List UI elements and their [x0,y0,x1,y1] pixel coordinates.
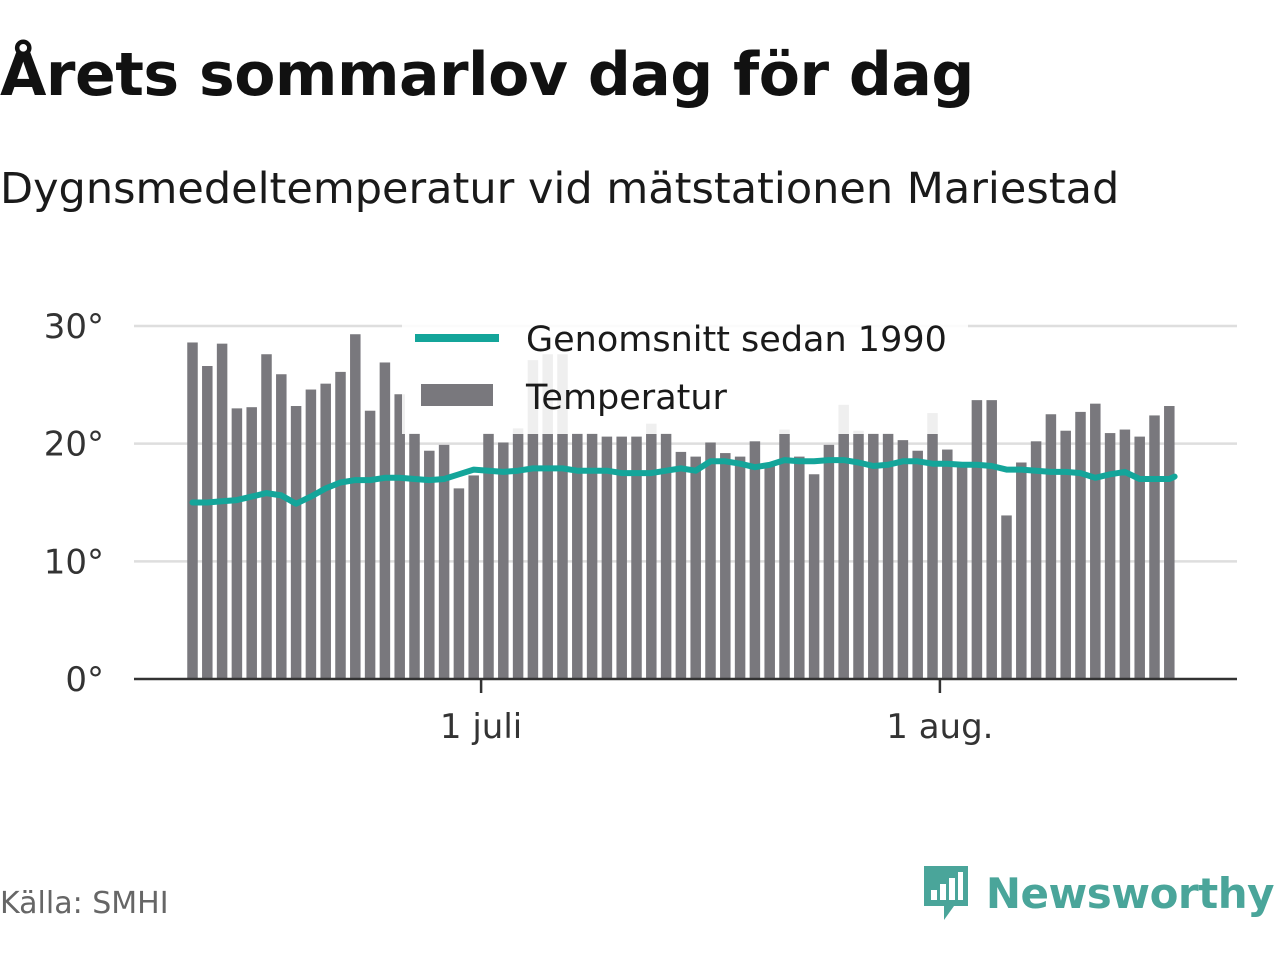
temperature-bar [394,394,405,679]
brand-name: Newsworthy [985,868,1275,918]
temperature-bar [971,400,983,679]
temperature-bar [749,441,761,679]
temperature-bar [705,442,716,679]
temperature-bar [320,383,331,679]
temperature-bar [897,440,909,679]
temperature-bar [868,433,879,679]
temperature-bar [631,436,642,679]
temperature-bar [424,450,435,679]
temperature-bar [527,360,539,679]
y-tick-label: 30° [44,307,104,347]
temperature-bar [335,371,346,679]
temperature-bar [187,342,198,679]
temperature-bar [882,433,894,679]
temperature-bar [557,354,568,679]
temperature-bar [720,453,731,679]
temperature-bar [231,408,243,679]
temperature-bar [379,362,391,679]
y-tick-label: 20° [44,425,104,465]
temperature-bar [453,488,465,679]
source-note: Källa: SMHI [0,886,169,921]
temperature-bar [986,400,997,679]
temperature-bar [794,456,805,679]
temperature-bar [483,433,494,679]
temperature-bar [675,451,687,679]
temperature-bar [572,433,583,679]
temperature-bar [942,449,953,679]
brand-logo[interactable]: Newsworthy [920,862,1275,924]
axis-ticks: 0° 10° 20° 30° 1 juli 1 aug. [44,307,994,747]
bar-chart-speech-bubble-icon [923,866,968,920]
temperature-bar [1060,430,1071,679]
temperature-bar [853,430,864,679]
legend-temperature-swatch [421,384,493,406]
temperature-bar [690,456,701,679]
temperature-bar [586,433,598,679]
temperature-bar [616,436,627,679]
temperature-bar [438,444,450,679]
temperature-bar [290,406,302,679]
temperature-bar [498,442,509,679]
chart-title: Årets sommarlov dag för dag [0,40,974,110]
x-tick-label: 1 aug. [886,707,993,747]
legend-average-label: Genomsnitt sedan 1990 [526,320,947,360]
temperature-bar [202,366,213,679]
legend-temperature-label: Temperatur [525,378,728,418]
temperature-bar [660,433,672,679]
temperature-bar [276,374,287,679]
temperature-bar [1045,414,1057,679]
temperature-bar [956,464,968,679]
y-tick-label: 10° [44,542,104,582]
temperature-bar [409,433,420,679]
temperature-bar [468,475,479,679]
temperature-bar [1030,441,1042,679]
temperature-bar [927,413,938,679]
temperature-bar [601,436,613,679]
temperature-bar [764,466,775,679]
temperature-bar [305,389,317,679]
temperature-bar [1001,515,1012,679]
temperature-bar [646,423,657,679]
temperature-bar [1119,429,1131,679]
temperature-bar [364,410,376,679]
temperature-bar [1075,411,1086,679]
temperature-bar [838,404,849,679]
temperature-bar [216,343,228,679]
temperature-bar [542,354,553,679]
temperature-bar [1164,406,1175,679]
temperature-bar [779,429,790,679]
temperature-bar [1016,462,1027,679]
legend: Genomsnitt sedan 1990 Temperatur [402,316,968,434]
chart-subtitle: Dygnsmedeltemperatur vid mätstationen Ma… [0,164,1120,214]
temperature-bar [1134,436,1145,679]
x-tick-label: 1 juli [440,707,522,747]
temperature-bar [350,334,361,679]
average-line [189,457,1178,507]
temperature-bars [187,334,1175,679]
temperature-bar [1090,403,1101,679]
temperature-bar [1104,433,1116,679]
y-tick-label: 0° [65,660,104,700]
temperature-bar [823,444,835,679]
temperature-bar [512,428,524,679]
temperature-bar [734,456,746,679]
temperature-bar [261,354,272,679]
temperature-bar [912,450,923,679]
temperature-bar [808,474,820,679]
temperature-bar [1149,415,1160,679]
temperature-bar [246,407,257,679]
